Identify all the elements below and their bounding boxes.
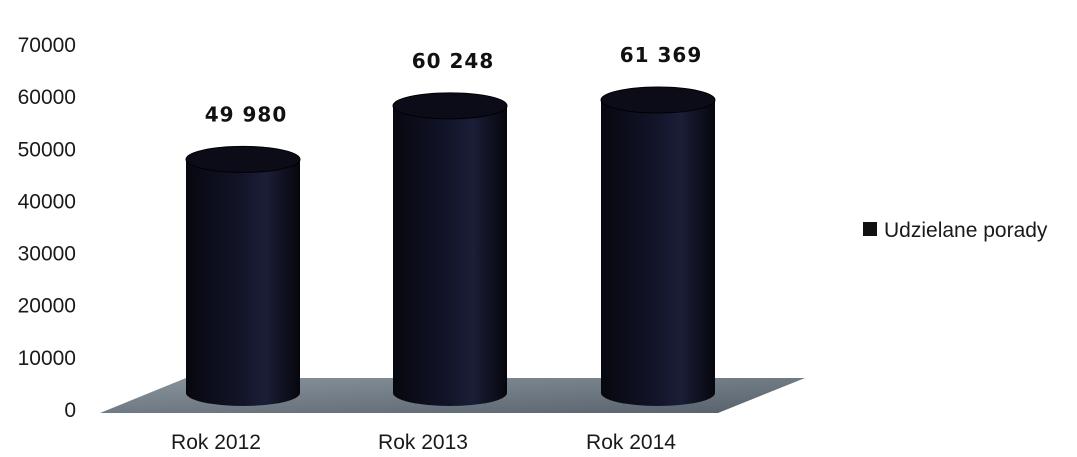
bar-body — [186, 159, 300, 406]
y-tick-label: 50000 — [18, 138, 76, 161]
data-label: 61 369 — [620, 43, 703, 67]
x-axis: Rok 2012 Rok 2013 Rok 2014 — [171, 431, 676, 454]
y-tick-label: 10000 — [18, 347, 76, 370]
data-labels: 49 980 60 248 61 369 — [205, 43, 703, 126]
bar-top — [392, 92, 508, 120]
y-tick-label: 0 — [64, 399, 76, 422]
data-label: 49 980 — [205, 102, 288, 126]
y-tick-label: 60000 — [18, 86, 76, 109]
bar-body — [393, 105, 507, 406]
y-tick-label: 70000 — [18, 34, 76, 57]
bar — [600, 86, 716, 406]
bar-top — [600, 86, 716, 114]
x-tick-label: Rok 2014 — [586, 431, 676, 454]
legend-label: Udzielane porady — [884, 219, 1048, 242]
legend-swatch — [863, 222, 877, 236]
data-label: 60 248 — [412, 49, 495, 73]
y-axis: 0 10000 20000 30000 40000 50000 60000 70000 — [18, 34, 76, 422]
x-tick-label: Rok 2012 — [171, 431, 261, 454]
bar-body — [601, 100, 715, 406]
x-tick-label: Rok 2013 — [378, 431, 468, 454]
y-tick-label: 20000 — [18, 295, 76, 318]
bar — [185, 145, 301, 406]
bar — [392, 92, 508, 406]
y-tick-label: 30000 — [18, 243, 76, 266]
legend: Udzielane porady — [863, 219, 1048, 242]
y-tick-label: 40000 — [18, 190, 76, 213]
bars — [185, 86, 716, 406]
bar-top — [185, 145, 301, 173]
